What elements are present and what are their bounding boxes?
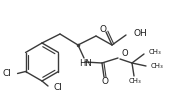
Text: OH: OH xyxy=(134,30,148,38)
Text: HN: HN xyxy=(80,59,92,68)
Text: CH₃: CH₃ xyxy=(149,49,162,55)
Text: O: O xyxy=(99,25,106,33)
Text: CH₃: CH₃ xyxy=(129,78,141,84)
Text: O: O xyxy=(121,48,128,58)
Text: Cl: Cl xyxy=(3,69,12,78)
Text: O: O xyxy=(101,77,108,87)
Text: Cl: Cl xyxy=(53,82,62,92)
Text: CH₃: CH₃ xyxy=(151,63,164,69)
